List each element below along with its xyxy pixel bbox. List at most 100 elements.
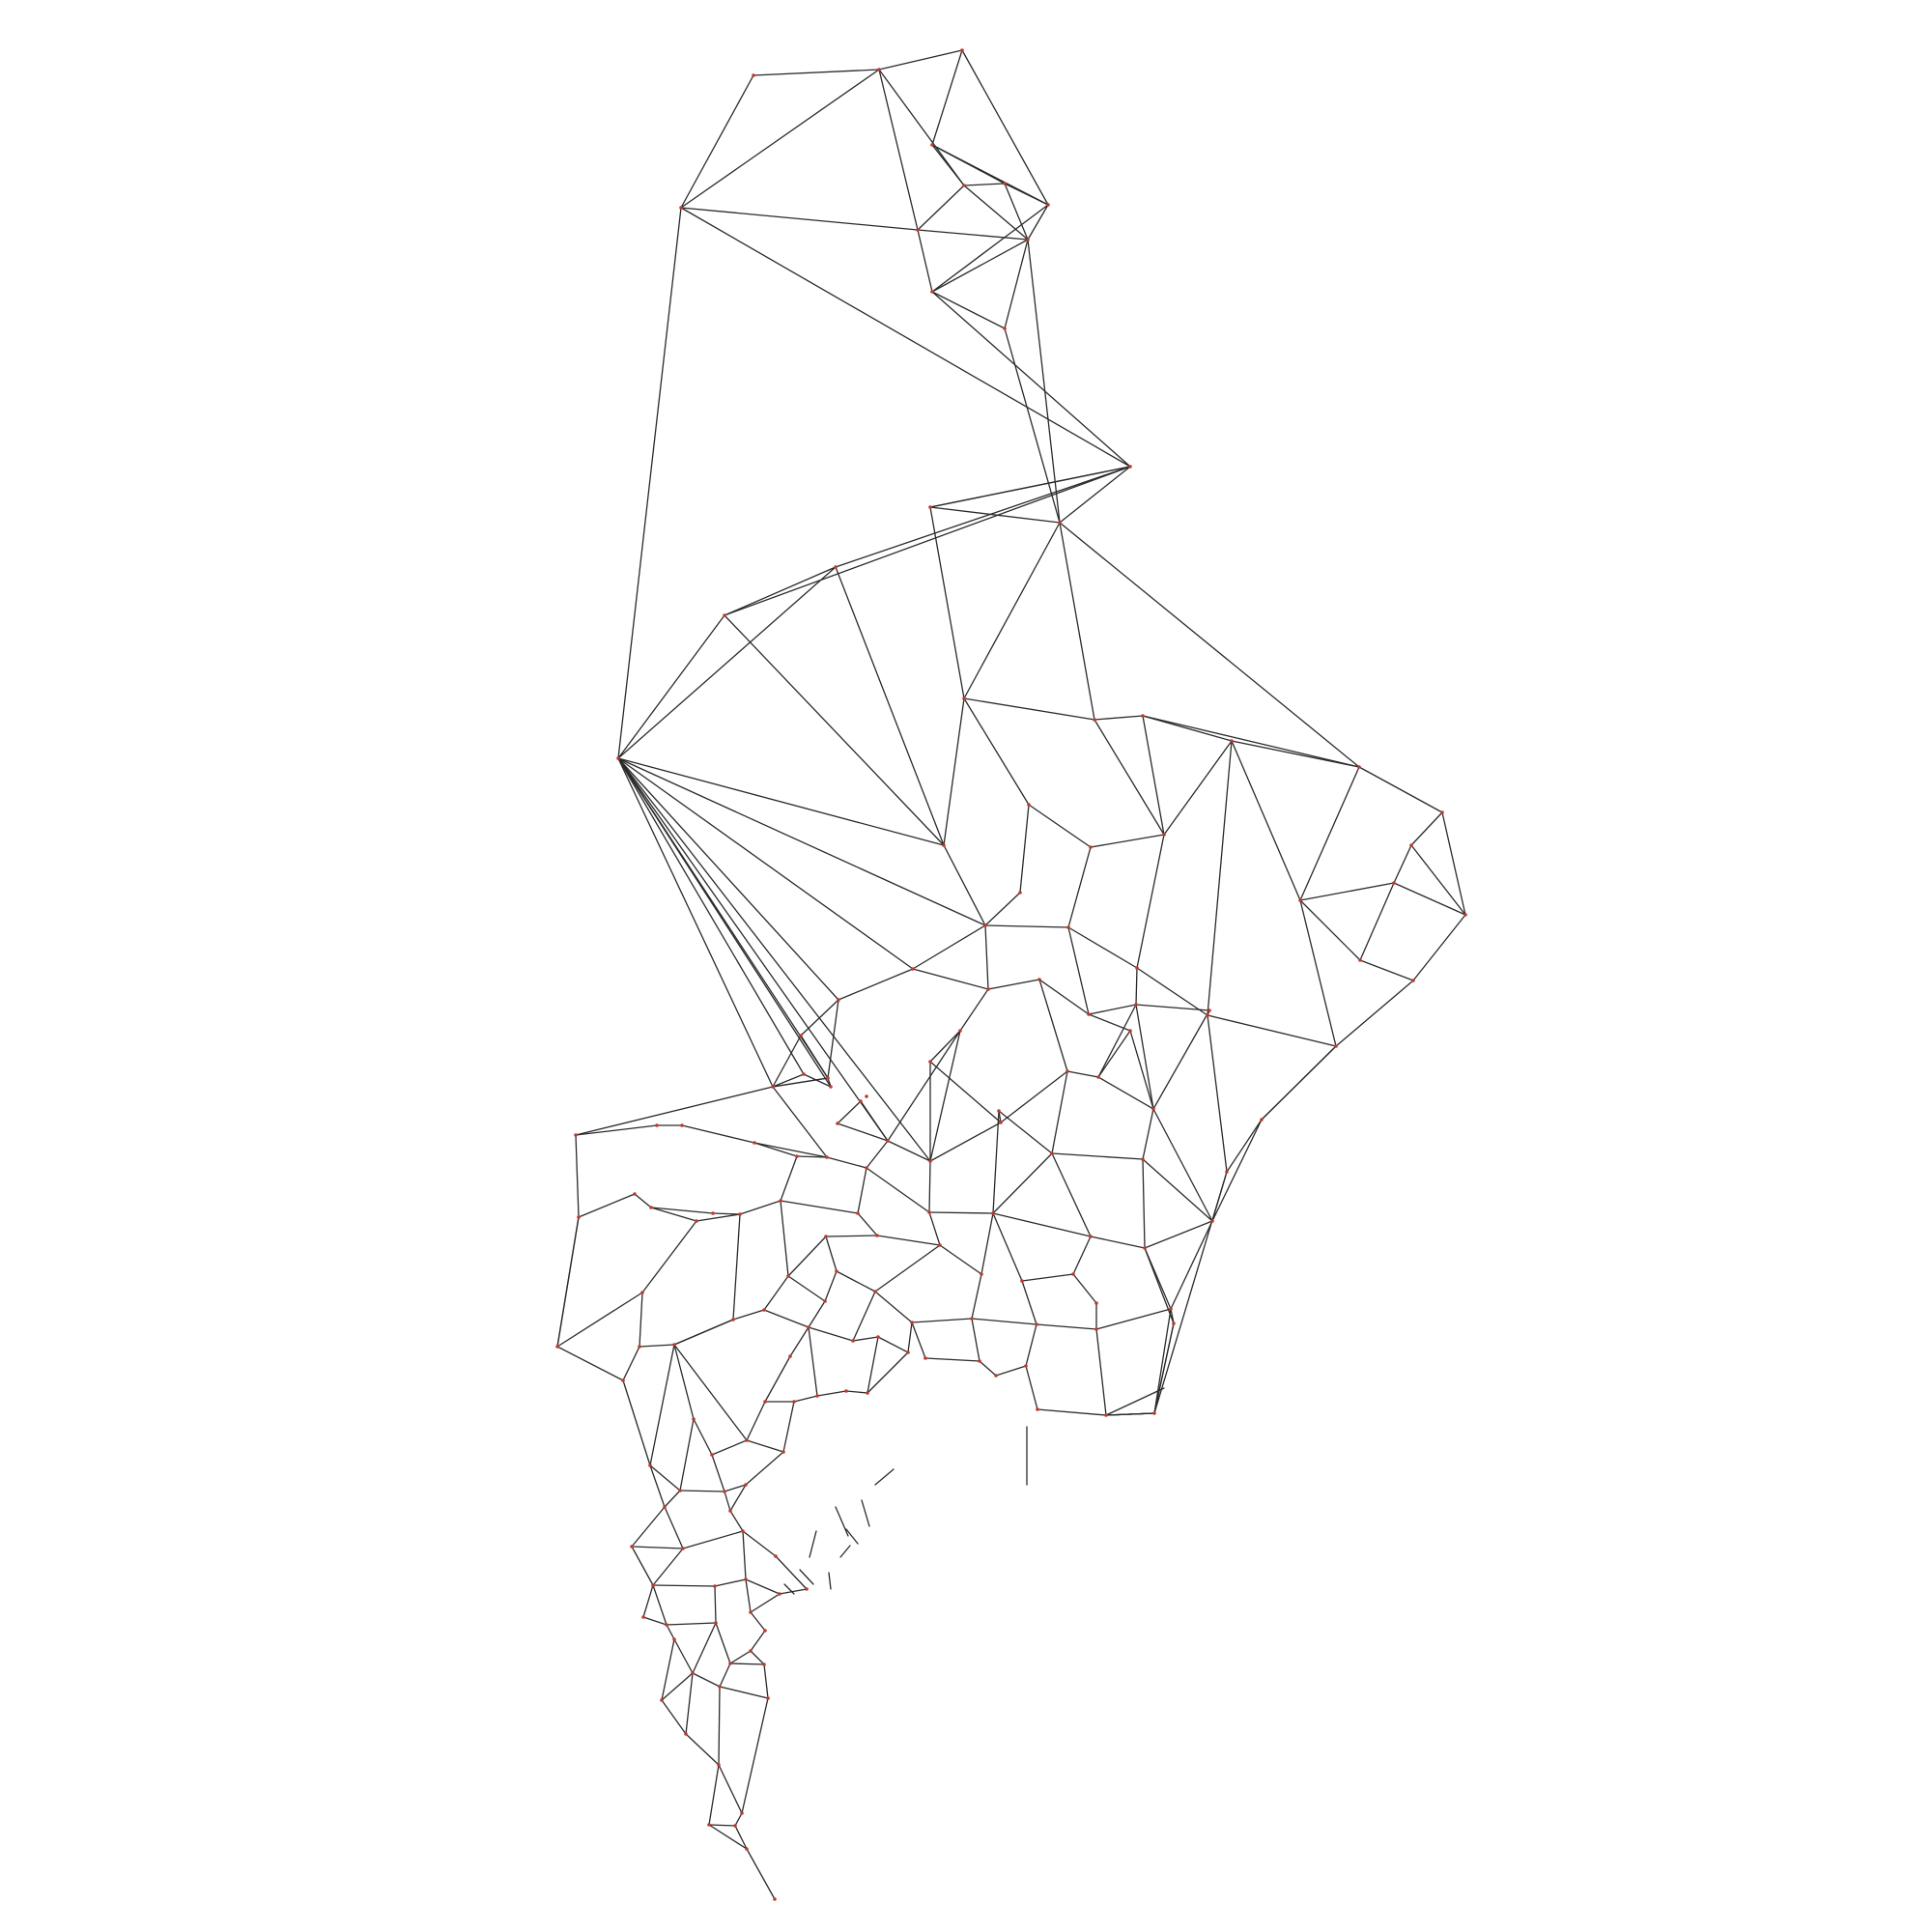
mesh-edge <box>617 207 682 759</box>
mesh-edge <box>641 1220 697 1293</box>
mesh-edge <box>1135 1004 1210 1011</box>
mesh-edge <box>1095 1308 1172 1330</box>
mesh-edge <box>753 1142 798 1157</box>
mesh-edge <box>1142 715 1233 742</box>
mesh-edge <box>652 1584 716 1587</box>
mesh-edge <box>1090 834 1165 848</box>
mesh-edge <box>1066 1070 1099 1078</box>
mesh-node <box>1206 1013 1209 1017</box>
mesh-edge <box>1410 844 1466 916</box>
mesh-edge <box>649 1464 681 1492</box>
mesh-edge <box>772 1086 828 1158</box>
mesh-node <box>762 1662 766 1666</box>
mesh-node <box>1046 203 1050 207</box>
mesh-edge <box>1025 1323 1037 1367</box>
mesh-node <box>771 1085 775 1089</box>
mesh-edge <box>1393 882 1466 916</box>
mesh-node <box>911 967 915 971</box>
mesh-edge <box>642 1616 668 1626</box>
mesh-edge <box>887 1140 931 1162</box>
mesh-node <box>641 1615 645 1619</box>
mesh-edge <box>839 1545 851 1558</box>
mesh-edge <box>724 466 1131 616</box>
mesh-edge <box>711 1454 725 1492</box>
mesh-edge <box>808 1326 854 1342</box>
mesh-node <box>1087 1012 1091 1016</box>
mesh-edge <box>931 204 1049 293</box>
mesh-edge <box>878 49 963 71</box>
mesh-edge <box>1004 327 1061 524</box>
mesh-edge <box>575 1134 580 1218</box>
mesh-node <box>773 1897 777 1901</box>
mesh-edge <box>714 1585 717 1624</box>
mesh-edge <box>753 69 880 76</box>
mesh-nodes <box>555 48 1467 1901</box>
mesh-edge <box>673 1638 694 1674</box>
mesh-edge <box>929 466 1131 508</box>
mesh-edge <box>963 183 1006 186</box>
mesh-edge <box>739 1200 781 1215</box>
mesh-node <box>962 696 966 700</box>
mesh-edge <box>1019 804 1030 894</box>
mesh-edge <box>783 1583 795 1595</box>
mesh-edge <box>961 49 1049 206</box>
mesh-edge <box>650 1207 697 1222</box>
mesh-node <box>997 1109 1001 1113</box>
mesh-edge <box>963 185 1029 241</box>
mesh-edge <box>866 1140 889 1169</box>
mesh-edge <box>1410 811 1443 846</box>
mesh-edge <box>622 1346 640 1381</box>
mesh-node <box>877 68 881 71</box>
mesh-edge <box>692 1672 721 1688</box>
mesh-edge <box>1207 1014 1228 1173</box>
mesh-edge <box>876 1235 941 1246</box>
mesh-edge <box>917 229 1029 241</box>
mesh-node <box>1003 327 1007 330</box>
mesh-edge <box>995 1365 1027 1377</box>
mesh-edge <box>772 1077 829 1088</box>
mesh-edge <box>835 566 945 846</box>
mesh-edge <box>685 1672 694 1735</box>
mesh-edge <box>745 1578 781 1595</box>
mesh-edge <box>1142 715 1360 768</box>
mesh-node <box>938 1243 942 1247</box>
mesh-edge <box>929 1061 1002 1123</box>
mesh-edge <box>1095 1328 1107 1416</box>
mesh-edge <box>708 1764 720 1826</box>
mesh-edge <box>734 1812 743 1827</box>
mesh-node <box>1096 1075 1100 1079</box>
mesh-node <box>928 1159 932 1163</box>
mesh-edge <box>878 69 965 186</box>
mesh-edge <box>780 1200 859 1214</box>
mesh-node <box>555 1345 559 1349</box>
mesh-node <box>980 1272 983 1276</box>
mesh-edge <box>838 968 914 1001</box>
mesh-node <box>836 1122 839 1125</box>
mesh-edge <box>746 1848 776 1900</box>
mesh-node <box>648 1463 652 1467</box>
mesh-edge <box>1027 204 1049 241</box>
mesh-node <box>1128 1029 1132 1033</box>
mesh-edge <box>1299 882 1395 901</box>
mesh-node <box>1089 1235 1093 1238</box>
mesh-edge <box>1226 1119 1263 1173</box>
mesh-node <box>1036 1407 1039 1411</box>
mesh-node <box>728 1509 732 1513</box>
mesh-node <box>621 1378 625 1382</box>
mesh-edge <box>943 697 965 846</box>
mesh-edge <box>987 979 1040 990</box>
mesh-edge <box>1021 1273 1074 1282</box>
mesh-edge <box>763 1309 810 1328</box>
mesh-edge <box>642 1584 654 1618</box>
mesh-edge <box>1393 844 1412 884</box>
mesh-node <box>744 1577 748 1581</box>
mesh-edge <box>617 757 774 1088</box>
mesh-node <box>711 1211 715 1215</box>
mesh-edge <box>1129 1030 1154 1110</box>
mesh-node <box>707 1823 711 1827</box>
mesh-edge <box>1051 1152 1144 1160</box>
mesh-edge <box>1004 183 1049 206</box>
mesh-node <box>692 1417 696 1421</box>
mesh-node <box>710 1453 714 1457</box>
mesh-edge <box>708 1824 736 1827</box>
